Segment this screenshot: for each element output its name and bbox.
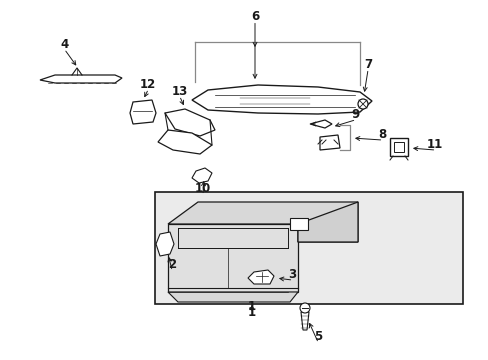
Circle shape <box>299 303 309 313</box>
Text: 5: 5 <box>313 329 322 342</box>
Circle shape <box>357 99 367 109</box>
Polygon shape <box>156 232 174 256</box>
Polygon shape <box>164 109 215 136</box>
Polygon shape <box>319 135 339 150</box>
Polygon shape <box>297 202 357 242</box>
Polygon shape <box>168 292 297 302</box>
Polygon shape <box>192 85 371 114</box>
Polygon shape <box>192 168 212 183</box>
Text: 10: 10 <box>195 181 211 194</box>
Text: 3: 3 <box>287 267 295 280</box>
Text: 1: 1 <box>247 300 256 312</box>
Text: 9: 9 <box>350 108 358 121</box>
Text: 4: 4 <box>61 37 69 50</box>
Polygon shape <box>168 224 297 292</box>
Text: 12: 12 <box>140 77 156 90</box>
Text: 8: 8 <box>377 127 386 140</box>
Text: 13: 13 <box>171 85 188 98</box>
Bar <box>393 142 403 152</box>
Text: 6: 6 <box>250 9 259 23</box>
Text: 7: 7 <box>363 58 371 71</box>
Bar <box>289 218 307 230</box>
Polygon shape <box>130 100 156 124</box>
Polygon shape <box>168 202 357 242</box>
Text: 1: 1 <box>247 306 256 319</box>
Bar <box>389 138 407 156</box>
Text: 11: 11 <box>426 138 442 150</box>
Polygon shape <box>158 130 212 154</box>
Text: 2: 2 <box>167 257 176 270</box>
Bar <box>155 192 462 304</box>
Polygon shape <box>301 312 308 330</box>
Polygon shape <box>40 75 122 83</box>
Polygon shape <box>247 270 273 284</box>
Polygon shape <box>309 120 331 128</box>
